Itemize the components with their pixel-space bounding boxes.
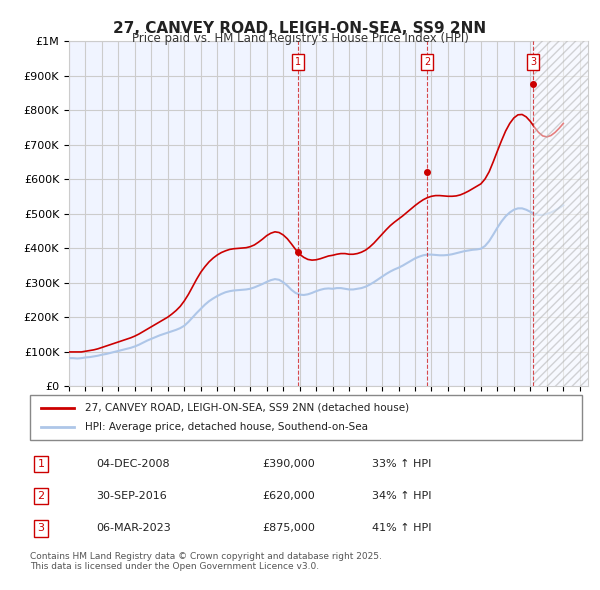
Text: 3: 3 xyxy=(38,523,44,533)
Text: 2: 2 xyxy=(37,491,44,501)
Text: HPI: Average price, detached house, Southend-on-Sea: HPI: Average price, detached house, Sout… xyxy=(85,422,368,432)
Text: 1: 1 xyxy=(38,459,44,469)
Text: 06-MAR-2023: 06-MAR-2023 xyxy=(96,523,171,533)
Text: 1: 1 xyxy=(295,57,301,67)
Text: Contains HM Land Registry data © Crown copyright and database right 2025.
This d: Contains HM Land Registry data © Crown c… xyxy=(30,552,382,571)
Text: 33% ↑ HPI: 33% ↑ HPI xyxy=(372,459,431,469)
Bar xyxy=(533,41,588,386)
FancyBboxPatch shape xyxy=(30,395,582,440)
Text: 27, CANVEY ROAD, LEIGH-ON-SEA, SS9 2NN: 27, CANVEY ROAD, LEIGH-ON-SEA, SS9 2NN xyxy=(113,21,487,35)
Text: £620,000: £620,000 xyxy=(262,491,314,501)
Text: 30-SEP-2016: 30-SEP-2016 xyxy=(96,491,167,501)
Text: 41% ↑ HPI: 41% ↑ HPI xyxy=(372,523,432,533)
Text: 2: 2 xyxy=(424,57,430,67)
Text: 04-DEC-2008: 04-DEC-2008 xyxy=(96,459,170,469)
Bar xyxy=(533,41,588,386)
Text: 34% ↑ HPI: 34% ↑ HPI xyxy=(372,491,432,501)
Text: 27, CANVEY ROAD, LEIGH-ON-SEA, SS9 2NN (detached house): 27, CANVEY ROAD, LEIGH-ON-SEA, SS9 2NN (… xyxy=(85,403,409,412)
Text: £390,000: £390,000 xyxy=(262,459,314,469)
Text: Price paid vs. HM Land Registry's House Price Index (HPI): Price paid vs. HM Land Registry's House … xyxy=(131,32,469,45)
Text: £875,000: £875,000 xyxy=(262,523,315,533)
Text: 3: 3 xyxy=(530,57,536,67)
